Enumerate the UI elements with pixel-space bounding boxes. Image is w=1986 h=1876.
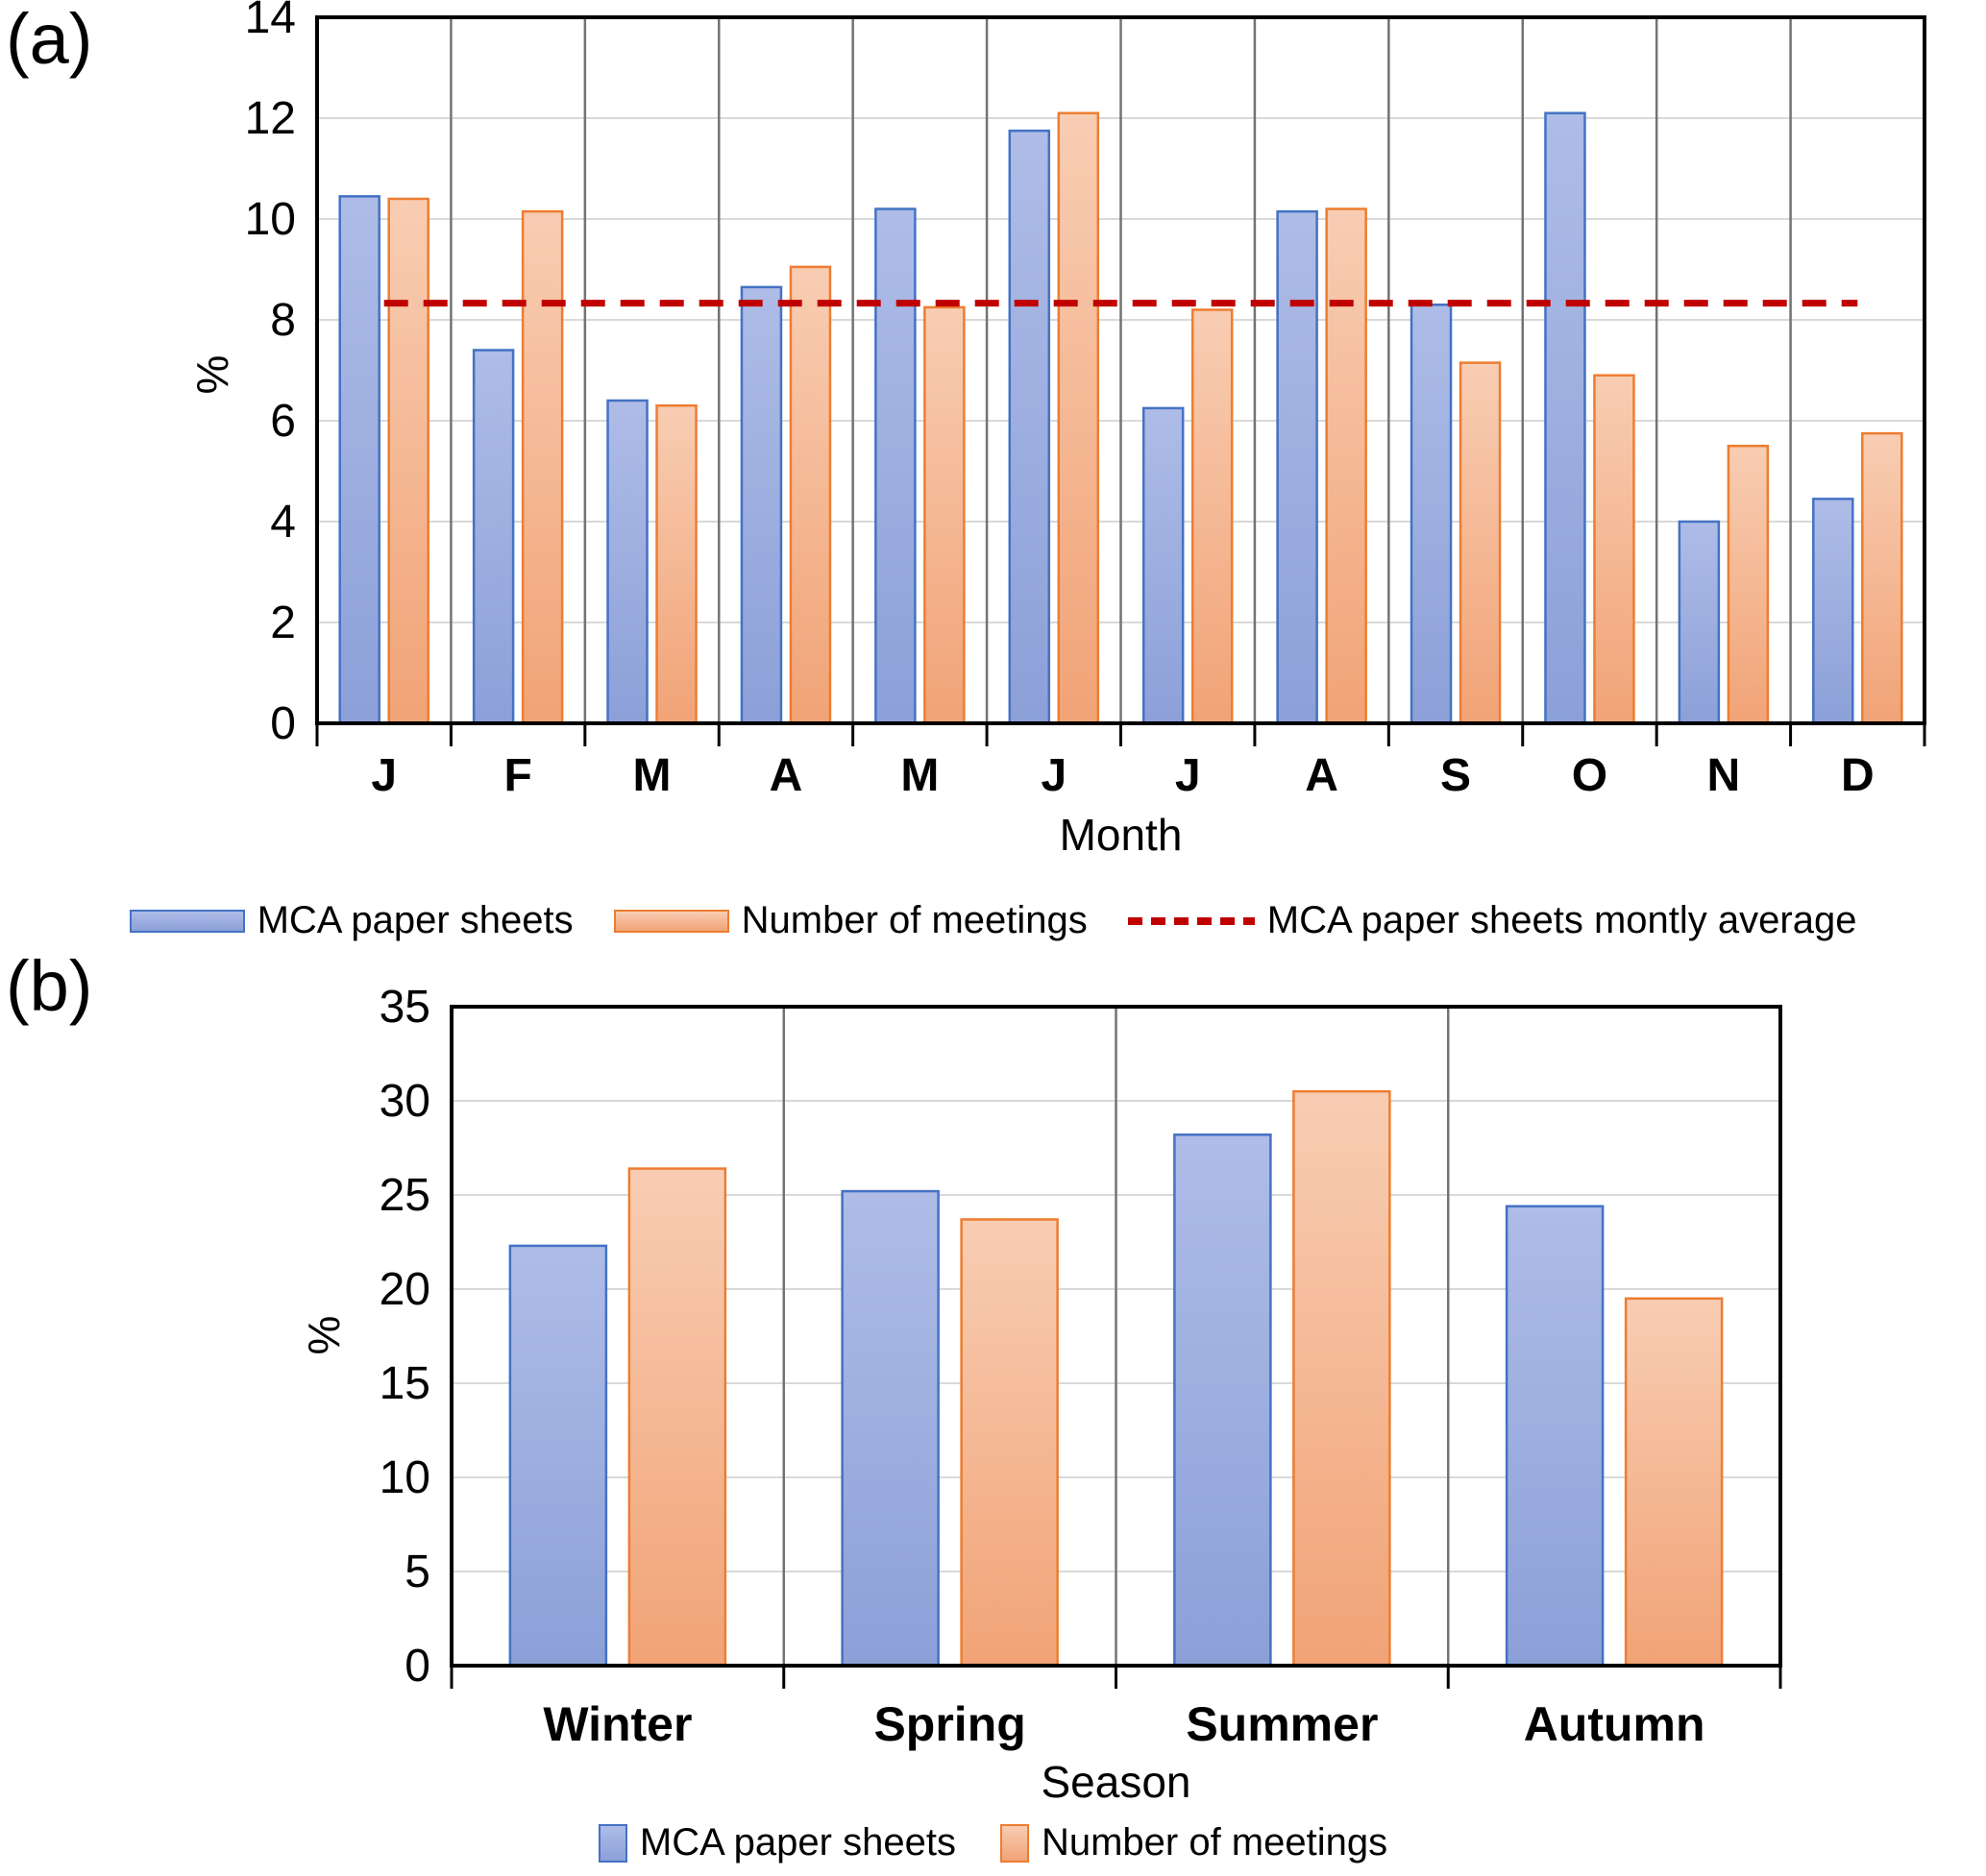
y-tick-label: 6 — [270, 396, 296, 447]
x-category-label: J — [371, 750, 397, 801]
mca-paper-sheets-swatch — [598, 1823, 627, 1863]
x-category-label: Spring — [873, 1697, 1025, 1751]
bar-mca-m4 — [874, 207, 917, 725]
bar-mca-f1 — [472, 349, 515, 725]
x-category-label: D — [1841, 750, 1875, 801]
bar-mca-j0 — [338, 195, 380, 725]
average-line-sample — [1127, 916, 1255, 925]
y-tick-label: 25 — [380, 1170, 430, 1221]
bar-meetings-j5 — [1057, 111, 1100, 725]
legend-item-mca-b: MCA paper sheets — [598, 1821, 956, 1864]
bar-meetings-n10 — [1727, 445, 1770, 725]
bar-meetings-a7 — [1325, 207, 1367, 725]
y-tick-label: 0 — [405, 1641, 430, 1692]
y-tick-label: 14 — [245, 0, 296, 43]
y-tick-label: 10 — [380, 1452, 430, 1503]
y-tick-label: 20 — [380, 1264, 430, 1315]
chart-a-plot: 0 2 4 6 8 10 12 14 J F M A M J J A S O N D — [245, 0, 1926, 801]
bar-mca-o9 — [1544, 111, 1586, 725]
bar-meetings-autumn3 — [1624, 1297, 1724, 1668]
bar-mca-d11 — [1812, 498, 1854, 725]
legend-item-mca-a: MCA paper sheets — [129, 899, 574, 942]
bar-mca-summer2 — [1173, 1133, 1272, 1668]
number-of-meetings-swatch — [999, 1823, 1029, 1863]
y-tick-label: 5 — [405, 1547, 430, 1597]
x-category-label: A — [1305, 750, 1338, 801]
bar-mca-spring1 — [841, 1189, 940, 1668]
x-category-label: S — [1440, 750, 1471, 801]
bar-meetings-spring1 — [960, 1218, 1059, 1668]
y-tick-label: 10 — [245, 194, 296, 245]
x-category-label: A — [770, 750, 803, 801]
x-category-label: M — [900, 750, 939, 801]
y-tick-label: 0 — [270, 698, 296, 749]
bar-meetings-j6 — [1190, 308, 1234, 725]
panel-a-label: (a) — [6, 0, 93, 79]
bar-meetings-a3 — [789, 265, 832, 725]
y-tick-label: 2 — [270, 597, 296, 648]
chart-a-x-axis-title: Month — [1059, 810, 1183, 860]
chart-b-legend: MCA paper sheets Number of meetings — [0, 1821, 1986, 1864]
bar-meetings-d11 — [1861, 431, 1903, 725]
bar-mca-s8 — [1410, 304, 1453, 725]
legend-item-average: MCA paper sheets montly average — [1127, 899, 1857, 942]
legend-label-mca: MCA paper sheets — [257, 899, 574, 941]
x-category-label: M — [633, 750, 672, 801]
legend-label-average: MCA paper sheets montly average — [1266, 899, 1857, 941]
bar-meetings-f1 — [521, 209, 564, 725]
bar-meetings-summer2 — [1292, 1089, 1391, 1668]
y-tick-label: 35 — [380, 982, 430, 1033]
y-tick-label: 8 — [270, 295, 296, 346]
y-tick-label: 12 — [245, 93, 296, 144]
x-category-label: F — [503, 750, 531, 801]
bar-meetings-m4 — [923, 305, 966, 725]
plot-border — [315, 15, 1926, 725]
bar-mca-n10 — [1678, 520, 1721, 725]
chart-a-legend: MCA paper sheets Number of meetings MCA … — [0, 899, 1986, 942]
x-category-label: Winter — [543, 1697, 692, 1751]
x-category-label: J — [1175, 750, 1201, 801]
x-category-label: O — [1572, 750, 1607, 801]
panel-b-label: (b) — [6, 946, 93, 1026]
chart-b-y-axis-title: % — [299, 1315, 349, 1355]
y-tick-label: 4 — [270, 497, 296, 548]
mca-paper-sheets-swatch — [129, 909, 245, 933]
x-category-label: Autumn — [1524, 1697, 1705, 1751]
legend-item-meetings-b: Number of meetings — [999, 1821, 1388, 1864]
chart-b-plot: 0 5 10 15 20 25 30 35 Winter Spring Summer Autumn — [380, 982, 1782, 1751]
chart-a-y-axis-title: % — [187, 354, 237, 395]
bar-meetings-s8 — [1459, 361, 1502, 725]
y-tick-label: 15 — [380, 1358, 430, 1409]
x-category-label: Summer — [1186, 1697, 1378, 1751]
bar-meetings-j0 — [387, 197, 429, 725]
bar-mca-m2 — [606, 399, 649, 725]
bar-mca-a3 — [740, 285, 783, 725]
bar-mca-autumn3 — [1505, 1205, 1605, 1668]
bar-meetings-o9 — [1593, 374, 1635, 725]
bar-meetings-winter0 — [627, 1167, 727, 1668]
legend-label-meetings: Number of meetings — [1041, 1821, 1388, 1864]
plot-border — [450, 1005, 1782, 1668]
bar-mca-j5 — [1008, 129, 1051, 725]
legend-label-meetings: Number of meetings — [741, 899, 1088, 941]
legend-label-mca: MCA paper sheets — [639, 1821, 956, 1864]
bar-mca-a7 — [1276, 209, 1318, 725]
chart-b-x-axis-title: Season — [1041, 1757, 1191, 1807]
y-tick-label: 30 — [380, 1076, 430, 1127]
bar-meetings-m2 — [655, 404, 698, 725]
x-category-label: J — [1041, 750, 1067, 801]
bar-mca-j6 — [1141, 406, 1185, 725]
legend-item-meetings-a: Number of meetings — [613, 899, 1088, 942]
x-category-label: N — [1707, 750, 1741, 801]
number-of-meetings-swatch — [613, 909, 729, 933]
bar-mca-winter0 — [508, 1244, 608, 1668]
